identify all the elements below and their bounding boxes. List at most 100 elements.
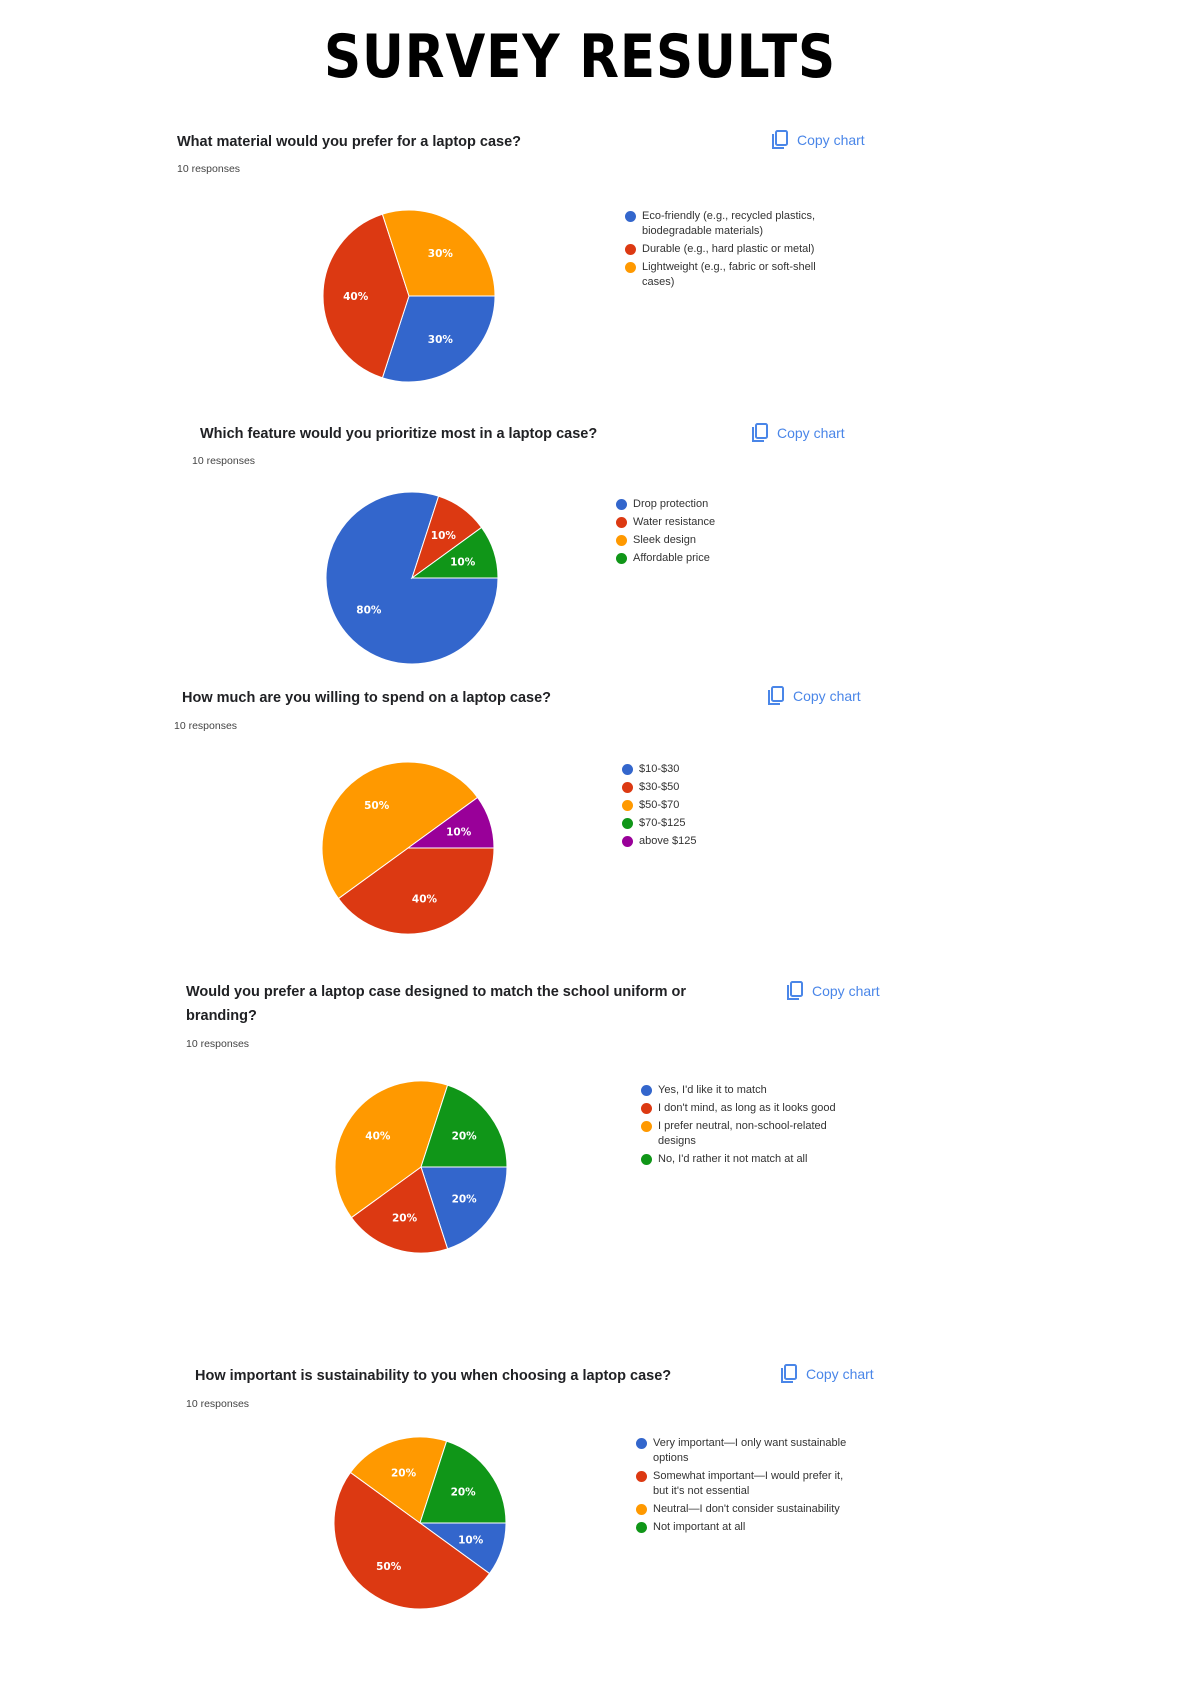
legend-label: Affordable price: [633, 552, 710, 564]
legend-label: above $125: [639, 835, 697, 847]
pie-slice[interactable]: [321, 761, 479, 900]
pie-chart[interactable]: 20% 20% 40% 20%: [321, 1067, 521, 1267]
legend-label: No, I'd rather it not match at all: [658, 1153, 808, 1165]
legend-color-dot-icon: [622, 782, 633, 793]
pie-chart[interactable]: 10% 50% 20% 20%: [320, 1423, 520, 1623]
slice-percent-label: 20%: [452, 1193, 478, 1205]
copy-icon: [752, 423, 768, 442]
legend-item: Eco-friendly (e.g., recycled plastics, b…: [625, 209, 842, 239]
pie-slice[interactable]: [322, 213, 410, 379]
page-title: SURVEY RESULTS: [323, 22, 837, 92]
legend-item: Somewhat important—I would prefer it, bu…: [636, 1469, 853, 1499]
copy-chart-button[interactable]: Copy chart: [767, 686, 861, 706]
pie-slice[interactable]: [410, 526, 499, 579]
slice-percent-label: 20%: [392, 1213, 418, 1225]
pie-slice[interactable]: [334, 1080, 449, 1219]
copy-chart-button[interactable]: Copy chart: [771, 130, 865, 150]
slice-percent-label: 10%: [431, 530, 457, 542]
legend-item: I don't mind, as long as it looks good: [641, 1101, 858, 1116]
response-count: 10 responses: [186, 1398, 250, 1410]
legend-label: $30-$50: [639, 781, 680, 793]
legend-color-dot-icon: [616, 499, 627, 510]
response-count: 10 responses: [192, 455, 256, 467]
legend-item: Affordable price: [616, 551, 715, 566]
slice-percent-label: 50%: [376, 1561, 402, 1573]
pie-chart[interactable]: 80% 10% 10%: [312, 478, 512, 678]
chart-legend: Yes, I'd like it to match I don't mind, a…: [641, 1083, 858, 1170]
question-title: Which feature would you prioritize most …: [200, 426, 598, 442]
copy-chart-label: Copy chart: [806, 1366, 874, 1382]
legend-color-dot-icon: [616, 553, 627, 564]
slice-percent-label: 20%: [452, 1131, 478, 1143]
pie-slice[interactable]: [350, 1166, 449, 1254]
legend-label: $70-$125: [639, 817, 686, 829]
copy-chart-button[interactable]: Copy chart: [751, 423, 845, 443]
copy-chart-button[interactable]: Copy chart: [786, 981, 880, 1001]
pie-slice[interactable]: [406, 796, 495, 849]
legend-color-dot-icon: [636, 1522, 647, 1533]
pie-slice[interactable]: [337, 847, 495, 935]
legend-color-dot-icon: [636, 1504, 647, 1515]
legend-item: Not important at all: [636, 1520, 853, 1535]
legend-label: $50-$70: [639, 799, 680, 811]
pie-slice[interactable]: [381, 295, 496, 383]
slice-percent-label: 10%: [446, 827, 472, 839]
legend-color-dot-icon: [622, 836, 633, 847]
pie-slice[interactable]: [420, 1084, 508, 1168]
legend-label: Not important at all: [653, 1521, 746, 1533]
legend-color-dot-icon: [636, 1438, 647, 1449]
chart-legend: Eco-friendly (e.g., recycled plastics, b…: [625, 209, 842, 293]
legend-label: Somewhat important—I would prefer it, bu…: [653, 1470, 844, 1497]
legend-label: Water resistance: [633, 516, 716, 528]
slice-percent-label: 30%: [428, 334, 454, 346]
legend-label: Drop protection: [633, 498, 709, 510]
legend-label: Durable (e.g., hard plastic or metal): [642, 243, 815, 255]
legend-item: Water resistance: [616, 515, 715, 530]
copy-chart-label: Copy chart: [812, 983, 880, 999]
legend-label: I don't mind, as long as it looks good: [658, 1102, 836, 1114]
legend-color-dot-icon: [622, 818, 633, 829]
slice-percent-label: 30%: [428, 248, 454, 260]
legend-item: $10-$30: [622, 762, 697, 777]
legend-color-dot-icon: [622, 764, 633, 775]
copy-icon: [772, 130, 788, 149]
legend-color-dot-icon: [625, 211, 636, 222]
pie-slice[interactable]: [333, 1471, 491, 1610]
pie-chart[interactable]: 30% 40% 30%: [309, 196, 509, 396]
pie-slice[interactable]: [349, 1436, 448, 1524]
chart-legend: Drop protection Water resistance Sleek des…: [616, 497, 715, 569]
legend-item: I prefer neutral, non-school-related des…: [641, 1119, 858, 1149]
legend-color-dot-icon: [616, 517, 627, 528]
slice-percent-label: 10%: [458, 1534, 484, 1546]
slice-percent-label: 40%: [412, 894, 438, 906]
legend-color-dot-icon: [641, 1085, 652, 1096]
legend-color-dot-icon: [622, 800, 633, 811]
legend-color-dot-icon: [625, 262, 636, 273]
slice-percent-label: 80%: [356, 604, 382, 616]
pie-slice[interactable]: [381, 209, 496, 297]
copy-chart-label: Copy chart: [793, 688, 861, 704]
question-title: How much are you willing to spend on a l…: [182, 690, 551, 706]
legend-label: I prefer neutral, non-school-related des…: [658, 1120, 827, 1147]
copy-icon: [781, 1364, 797, 1383]
pie-slice[interactable]: [420, 1166, 508, 1250]
copy-icon: [787, 981, 803, 1000]
legend-item: No, I'd rather it not match at all: [641, 1152, 858, 1167]
legend-color-dot-icon: [625, 244, 636, 255]
pie-slice[interactable]: [419, 1440, 507, 1524]
legend-item: $30-$50: [622, 780, 697, 795]
legend-label: Very important—I only want sustainable o…: [653, 1437, 847, 1464]
legend-color-dot-icon: [641, 1121, 652, 1132]
chart-legend: $10-$30 $30-$50 $50-$70 $70-$125 above $125: [622, 762, 697, 852]
slice-percent-label: 40%: [365, 1131, 391, 1143]
legend-label: $10-$30: [639, 763, 680, 775]
legend-item: Lightweight (e.g., fabric or soft-shell …: [625, 260, 842, 290]
legend-item: above $125: [622, 834, 697, 849]
slice-percent-label: 40%: [343, 291, 369, 303]
legend-item: Yes, I'd like it to match: [641, 1083, 858, 1098]
pie-chart[interactable]: 40% 50% 10%: [308, 748, 508, 948]
legend-item: Neutral—I don't consider sustainability: [636, 1502, 853, 1517]
copy-icon: [768, 686, 784, 705]
slice-percent-label: 20%: [391, 1467, 417, 1479]
copy-chart-button[interactable]: Copy chart: [780, 1364, 874, 1384]
